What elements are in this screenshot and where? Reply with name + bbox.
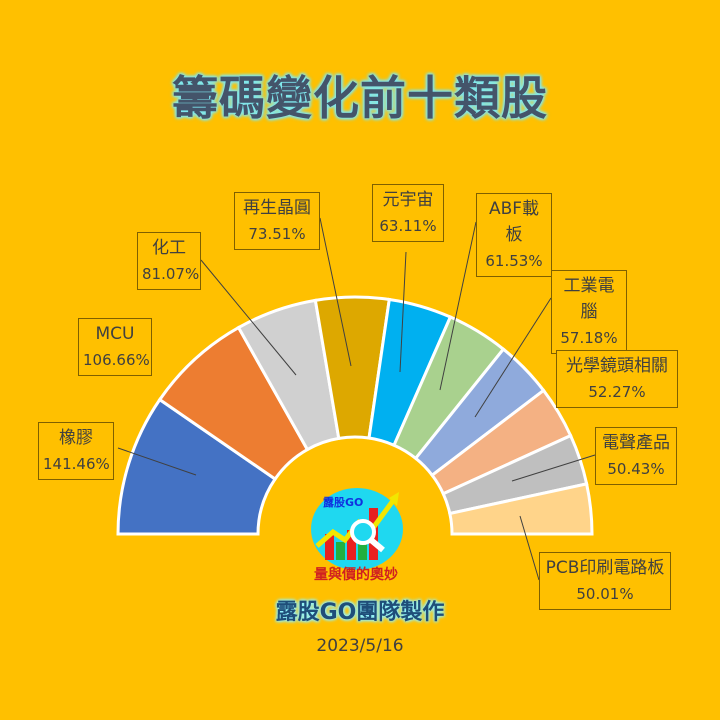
chart-slices (116, 295, 594, 536)
data-label-category: 元宇宙 (382, 190, 434, 210)
data-label: 電聲產品 50.43% (595, 427, 677, 485)
data-label-value: 50.43% (607, 460, 665, 478)
data-label-category: 橡膠 (59, 428, 93, 448)
leader-line (319, 217, 352, 367)
date-text: 2023/5/16 (316, 636, 404, 656)
data-label-category: MCU (95, 324, 135, 344)
logo-bar-icon (336, 542, 345, 560)
data-label-category: 電聲產品 (602, 433, 670, 453)
data-label-category: 再生晶圓 (243, 198, 311, 218)
logo-bar-icon (325, 534, 334, 560)
data-label-value: 141.46% (43, 455, 110, 473)
data-label: ABF載板 61.53% (476, 193, 552, 277)
data-label: MCU 106.66% (78, 318, 152, 376)
leader-line (474, 297, 552, 418)
data-label-category: 光學鏡頭相關 (566, 356, 668, 376)
leader-line (117, 447, 197, 476)
magnifier-icon (350, 519, 385, 553)
data-label: 元宇宙 63.11% (372, 184, 444, 242)
logo-bar-icon (347, 530, 356, 560)
leader-lines (117, 217, 596, 581)
data-label-value: 57.18% (560, 329, 618, 347)
data-label-value: 81.07% (142, 265, 200, 283)
leader-line (200, 259, 297, 376)
leader-line (399, 251, 407, 373)
data-label-category: 工業電腦 (563, 276, 615, 322)
data-label: 工業電腦 57.18% (551, 270, 627, 354)
data-label-category: 化工 (152, 238, 186, 258)
data-label-value: 106.66% (83, 351, 150, 369)
logo: 露股GO 量與價的奧妙 (303, 488, 409, 583)
data-label-value: 61.53% (485, 252, 543, 270)
data-label: 化工 81.07% (137, 232, 201, 290)
data-label-value: 73.51% (248, 225, 306, 243)
data-label: 橡膠 141.46% (38, 422, 114, 480)
credit-text: 露股GO團隊製作 (275, 600, 445, 625)
data-label-value: 52.27% (588, 383, 646, 401)
chart-slice (448, 482, 594, 536)
logo-slogan: 量與價的奧妙 (314, 567, 398, 583)
data-label: PCB印刷電路板 50.01% (539, 552, 671, 610)
page-title: 籌碼變化前十類股 (172, 71, 548, 125)
leader-line (439, 221, 477, 391)
logo-brand-text: 露股GO (323, 496, 364, 509)
data-label-category: ABF載板 (488, 199, 540, 245)
leader-line (519, 515, 540, 581)
data-label-value: 50.01% (576, 585, 634, 603)
data-label-value: 63.11% (379, 217, 437, 235)
data-label-category: PCB印刷電路板 (545, 558, 665, 578)
leader-line (511, 454, 596, 482)
logo-bar-icon (358, 538, 367, 560)
data-label: 光學鏡頭相關 52.27% (556, 350, 678, 408)
data-label: 再生晶圓 73.51% (234, 192, 320, 250)
